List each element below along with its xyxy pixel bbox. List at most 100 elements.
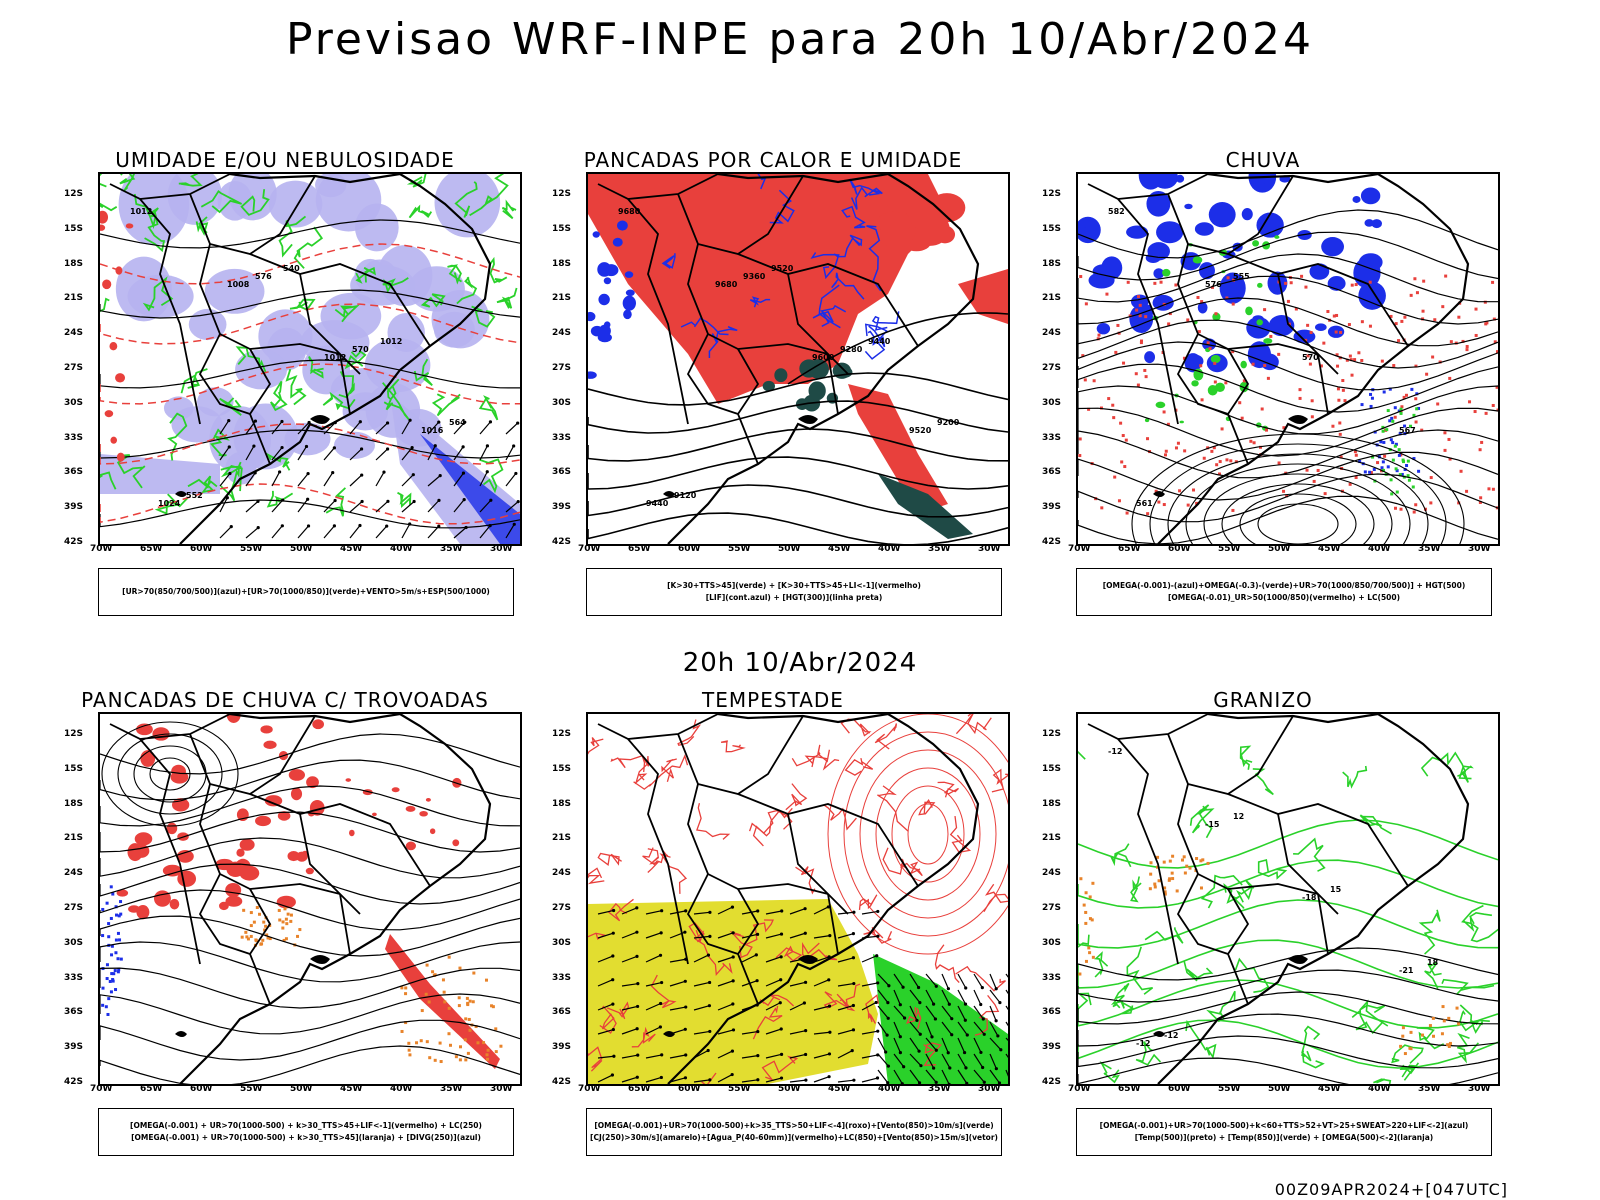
lon-tick-label: 30W (490, 544, 513, 554)
lat-tick-label: 30S (64, 397, 84, 408)
forecast-map: 1012 1008 1012 1016 1024 576 570 564 552 540 1012 (100, 174, 520, 544)
panel-tempestade: TEMPESTADE 12S 15S 18S 21S 24S 27S 30S 33S 36S 39S… (538, 688, 1010, 1158)
lat-tick-label: 12S (552, 189, 572, 199)
contour-label: 9440 (868, 337, 891, 346)
contour-label: 1012 (324, 353, 346, 362)
lon-tick-label: 35W (1418, 1084, 1441, 1094)
lon-tick-label: 40W (1368, 1084, 1391, 1094)
forecast-map (100, 714, 520, 1084)
contour-label: 9200 (937, 418, 960, 427)
lon-tick-label: 30W (1468, 544, 1491, 554)
lat-tick-label: 39S (552, 1042, 572, 1053)
lat-tick-label: 21S (552, 293, 572, 304)
lon-tick-label: 70W (90, 544, 113, 554)
contour-label: -12 (1136, 1039, 1150, 1048)
lon-tick-label: 40W (390, 1084, 413, 1094)
lon-tick-label: 65W (1118, 544, 1141, 554)
lon-tick-label: 65W (628, 544, 651, 554)
lon-tick-label: 55W (240, 1084, 263, 1094)
panel-legend: [OMEGA(-0.001)-(azul)+OMEGA(-0.3)-(verde… (1076, 568, 1492, 616)
lon-tick-label: 50W (1268, 544, 1291, 554)
lon-tick-label: 35W (928, 544, 951, 554)
lat-tick-label: 39S (64, 1042, 84, 1053)
lon-tick-label: 45W (340, 544, 363, 554)
contour-label: 12 (1233, 812, 1244, 821)
contour-label: 1012 (380, 337, 402, 346)
lon-tick-label: 55W (240, 544, 263, 554)
lat-tick-label: 30S (1042, 937, 1062, 948)
lon-tick-label: 70W (1068, 544, 1091, 554)
lon-tick-label: 55W (728, 544, 751, 554)
lon-tick-label: 40W (878, 544, 901, 554)
contour-label: 1016 (421, 426, 444, 435)
contour-label: 9440 (646, 499, 669, 508)
lat-tick-label: 12S (64, 189, 84, 199)
lat-tick-label: 18S (1042, 258, 1062, 269)
legend-line: [OMEGA(-0.001)-(azul)+OMEGA(-0.3)-(verde… (1102, 581, 1466, 590)
contour-label: 18 (1427, 958, 1439, 967)
lat-tick-label: 27S (552, 903, 572, 913)
panel-title: CHUVA (1225, 148, 1301, 172)
legend-line: [OMEGA(-0.001) + UR>70(1000-500) + k>30_… (131, 1133, 481, 1142)
lat-tick-label: 27S (1042, 363, 1062, 373)
legend-line: [OMEGA(-0.001)+UR>70(1000-500)+k>35_TTS>… (594, 1121, 994, 1130)
lat-tick-label: 27S (1042, 903, 1062, 913)
footer-run-info: 00Z09APR2024+[047UTC] (1274, 1180, 1508, 1199)
contour-label: -12 (1108, 747, 1122, 756)
lon-tick-label: 60W (678, 1084, 701, 1094)
lat-tick-label: 33S (64, 972, 84, 983)
lat-tick-label: 36S (64, 467, 84, 478)
panel-chuva: CHUVA 582 576 570 567 561 555 12S 15S 18S 21S 24S 27… (1028, 148, 1500, 618)
lat-tick-label: 15S (64, 223, 84, 234)
lon-tick-label: 35W (1418, 544, 1441, 554)
lat-tick-label: 12S (64, 729, 84, 739)
contour-label: 9120 (674, 491, 697, 500)
contour-label: 555 (1233, 272, 1250, 281)
lon-tick-label: 30W (490, 1084, 513, 1094)
lon-tick-label: 35W (928, 1084, 951, 1094)
panel-legend: [OMEGA(-0.001) + UR>70(1000-500) + k>30_… (98, 1108, 514, 1156)
lon-tick-label: 45W (340, 1084, 363, 1094)
lon-tick-label: 40W (878, 1084, 901, 1094)
lon-tick-label: 40W (390, 544, 413, 554)
map-area (586, 712, 1010, 1086)
lat-tick-label: 18S (64, 798, 84, 809)
contour-label: 570 (352, 345, 369, 354)
lat-tick-label: 27S (64, 903, 84, 913)
lat-tick-label: 15S (64, 763, 84, 774)
contour-label: 552 (186, 491, 203, 500)
lon-tick-label: 60W (1168, 1084, 1191, 1094)
lat-tick-label: 42S (1042, 1077, 1062, 1087)
lon-tick-label: 50W (778, 544, 801, 554)
lat-tick-label: 24S (1042, 328, 1062, 339)
contour-label: 15 (1330, 885, 1342, 894)
lon-tick-label: 70W (578, 544, 601, 554)
lat-tick-label: 21S (1042, 293, 1062, 304)
contour-label: 540 (283, 264, 300, 273)
panel-legend: [K>30+TTS>45](verde) + [K>30+TTS>45+LI<-… (586, 568, 1002, 616)
panel-title: GRANIZO (1213, 688, 1313, 712)
lat-tick-label: 42S (64, 1077, 84, 1087)
lat-tick-label: 30S (552, 397, 572, 408)
contour-label: 1008 (227, 280, 250, 289)
legend-line: [K>30+TTS>45](verde) + [K>30+TTS>45+LI<-… (667, 581, 921, 590)
contour-label: 576 (255, 272, 272, 281)
lat-tick-label: 36S (1042, 1007, 1062, 1018)
legend-line: [OMEGA(-0.001) + UR>70(1000-500) + k>30_… (130, 1121, 482, 1130)
contour-label: 9360 (743, 272, 766, 281)
lat-tick-label: 36S (64, 1007, 84, 1018)
panel-title: PANCADAS POR CALOR E UMIDADE (583, 148, 963, 172)
lon-tick-label: 65W (140, 544, 163, 554)
lat-tick-label: 39S (552, 502, 572, 513)
lat-tick-label: 27S (64, 363, 84, 373)
lat-tick-label: 33S (552, 972, 572, 983)
lat-tick-label: 12S (1042, 189, 1062, 199)
lat-tick-label: 21S (64, 833, 84, 844)
lat-tick-label: 30S (1042, 397, 1062, 408)
lon-tick-label: 35W (440, 544, 463, 554)
contour-label: 9680 (715, 280, 738, 289)
panel-pancadas-calor: PANCADAS POR CALOR E UMIDADE 9680 9680 9600… (538, 148, 1010, 618)
lon-tick-label: 45W (828, 1084, 851, 1094)
lon-tick-label: 45W (1318, 544, 1341, 554)
panel-legend: [OMEGA(-0.001)+UR>70(1000-500)+k<60+TTS>… (1076, 1108, 1492, 1156)
